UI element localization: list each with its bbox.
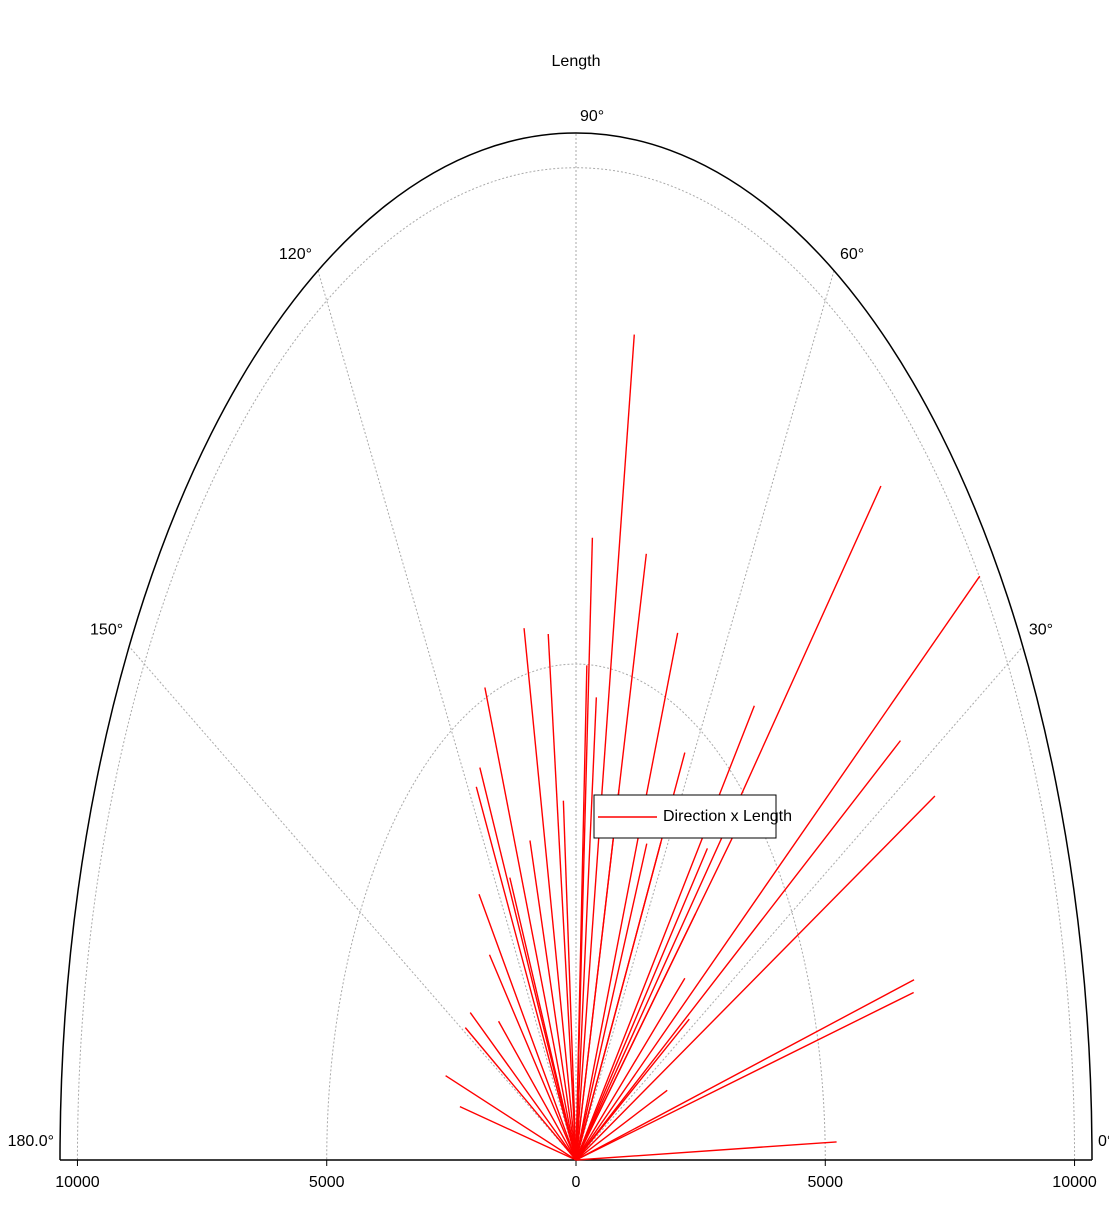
direction-line bbox=[529, 840, 577, 1161]
direction-line bbox=[575, 795, 936, 1161]
direction-line bbox=[575, 841, 662, 1161]
theta-tick-label: 30° bbox=[1029, 622, 1053, 639]
chart-title: Length bbox=[552, 53, 601, 70]
direction-line bbox=[459, 1106, 577, 1161]
grid-spoke bbox=[575, 646, 1024, 1161]
direction-line bbox=[475, 786, 577, 1161]
r-tick-label: 0 bbox=[572, 1174, 581, 1191]
direction-line bbox=[575, 1141, 837, 1161]
direction-line bbox=[575, 1018, 690, 1161]
direction-line bbox=[575, 848, 709, 1161]
direction-line bbox=[575, 705, 755, 1161]
direction-line bbox=[575, 977, 686, 1161]
direction-line bbox=[488, 954, 577, 1161]
direction-line bbox=[575, 789, 620, 1161]
grid-spoke bbox=[317, 270, 577, 1161]
direction-line bbox=[562, 800, 577, 1161]
theta-tick-label: 90° bbox=[580, 108, 604, 125]
theta-tick-label: 150° bbox=[90, 622, 123, 639]
direction-line bbox=[575, 334, 635, 1161]
direction-line bbox=[575, 632, 679, 1161]
direction-line bbox=[469, 1012, 577, 1161]
legend: Direction x Length bbox=[593, 794, 792, 839]
theta-tick-label: 0° bbox=[1098, 1133, 1109, 1150]
direction-line bbox=[497, 1020, 577, 1161]
theta-tick-label: 180.0° bbox=[8, 1133, 54, 1150]
r-tick-label: 5000 bbox=[309, 1174, 345, 1191]
theta-tick-label: 120° bbox=[279, 246, 312, 263]
direction-line bbox=[523, 628, 577, 1161]
direction-line bbox=[547, 633, 577, 1161]
direction-line bbox=[509, 877, 577, 1161]
grid-spoke bbox=[128, 646, 577, 1161]
r-tick-label: 10000 bbox=[1052, 1174, 1097, 1191]
theta-tick-label: 60° bbox=[840, 246, 864, 263]
direction-line bbox=[575, 843, 648, 1161]
r-tick-label: 10000 bbox=[55, 1174, 100, 1191]
polar-frame bbox=[59, 132, 1093, 1161]
legend-label: Direction x Length bbox=[663, 808, 792, 825]
direction-line bbox=[445, 1075, 577, 1161]
direction-line bbox=[575, 575, 981, 1161]
direction-line bbox=[575, 697, 598, 1161]
direction-line bbox=[575, 665, 588, 1161]
direction-line bbox=[575, 740, 902, 1161]
direction-line bbox=[575, 913, 697, 1161]
r-tick-label: 5000 bbox=[807, 1174, 843, 1191]
direction-line bbox=[478, 894, 577, 1161]
direction-line bbox=[484, 687, 577, 1161]
direction-line bbox=[575, 991, 914, 1161]
grid-spoke bbox=[575, 270, 835, 1161]
direction-line bbox=[575, 979, 915, 1161]
direction-line bbox=[464, 1027, 577, 1161]
direction-line bbox=[575, 1089, 668, 1161]
